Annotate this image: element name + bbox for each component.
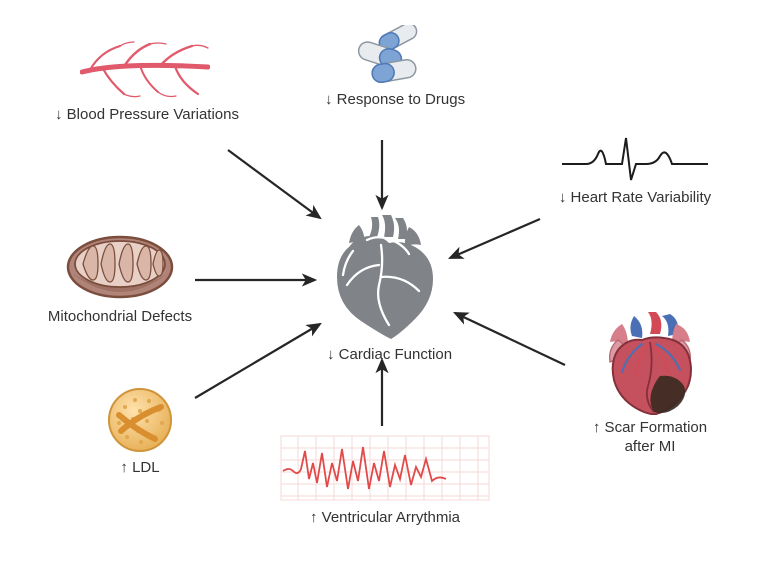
ecg-line-icon — [540, 130, 730, 185]
node-drug-response: ↓ Response to Drugs — [325, 25, 455, 110]
ldl-label: ↑ LDL — [95, 459, 185, 478]
diagram-stage: ↓ Cardiac Function — [0, 0, 765, 564]
node-mito: Mitochondrial Defects — [40, 230, 200, 327]
arrow-scar — [455, 313, 565, 365]
node-scar: ↑ Scar Formation after MI — [580, 310, 720, 457]
ldl-icon — [95, 385, 185, 455]
node-cardiac-function: ↓ Cardiac Function — [327, 215, 437, 365]
mitochondrion-icon — [40, 230, 200, 302]
node-ldl: ↑ LDL — [95, 385, 185, 478]
node-hrv: ↓ Heart Rate Variability — [540, 130, 730, 208]
scar-label-line2: after MI — [580, 438, 720, 457]
node-arrhythmia: ↑ Ventricular Arrythmia — [275, 435, 495, 528]
arrow-blood-pressure — [228, 150, 320, 218]
arrow-ldl — [195, 324, 320, 398]
hrv-label: ↓ Heart Rate Variability — [540, 189, 730, 208]
ecg-vt-icon — [275, 435, 495, 501]
arrhythmia-label: ↑ Ventricular Arrythmia — [275, 509, 495, 528]
scar-label-line1: ↑ Scar Formation — [580, 419, 720, 438]
drug-response-label: ↓ Response to Drugs — [325, 91, 455, 110]
mito-label: Mitochondrial Defects — [40, 308, 200, 327]
arrow-hrv — [450, 219, 540, 258]
blood-pressure-label: ↓ Blood Pressure Variations — [55, 106, 235, 125]
heart-gray-icon — [327, 215, 437, 340]
pills-icon — [325, 25, 455, 87]
heart-mi-icon — [580, 310, 720, 415]
cardiac-function-label: ↓ Cardiac Function — [327, 346, 437, 365]
blood-vessels-icon — [55, 40, 235, 100]
node-blood-pressure: ↓ Blood Pressure Variations — [55, 40, 235, 125]
